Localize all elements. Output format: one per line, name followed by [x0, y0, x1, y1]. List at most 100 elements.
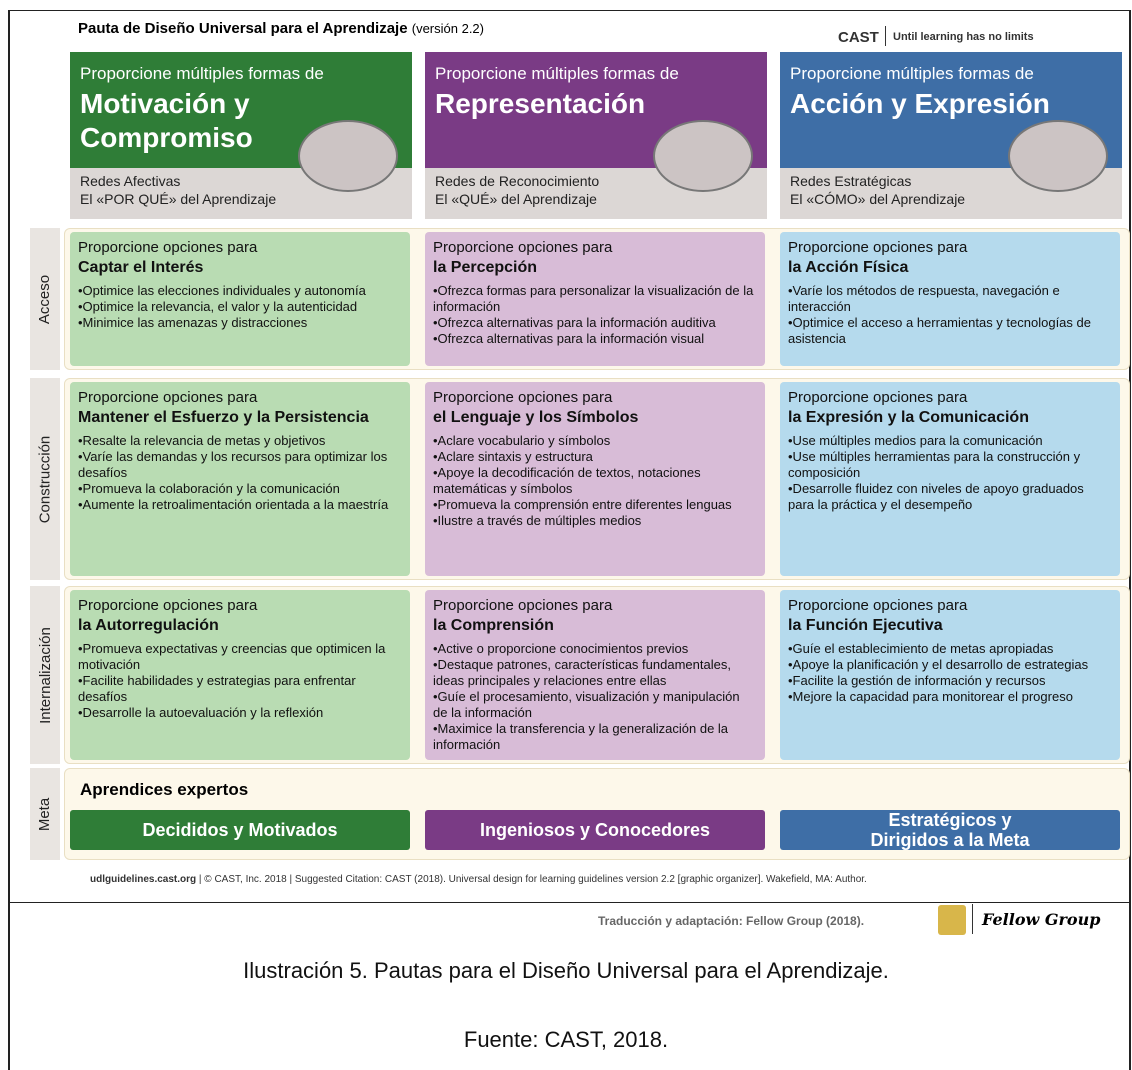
cell-heading: el Lenguaje y los Símbolos: [433, 409, 639, 426]
title-line: Pauta de Diseño Universal para el Aprend…: [78, 20, 484, 37]
guideline-cell: Proporcione opciones para la Comprensión •…: [425, 590, 765, 760]
cell-intro: Proporcione opciones para: [78, 239, 258, 256]
checkpoint: •Desarrolle la autoevaluación y la refle…: [78, 705, 324, 720]
checkpoint: •Facilite la gestión de información y re…: [788, 673, 1046, 688]
version: (versión 2.2): [411, 21, 484, 36]
checkpoint: •Destaque patrones, características fund…: [433, 657, 731, 688]
column-intro: Proporcione múltiples formas de: [790, 64, 1034, 83]
network-name: Redes Estratégicas: [790, 173, 912, 189]
guideline-cell: Proporcione opciones para el Lenguaje y l…: [425, 382, 765, 576]
cell-intro: Proporcione opciones para: [788, 239, 968, 256]
checkpoint: •Facilite habilidades y estrategias para…: [78, 673, 356, 704]
caption-source: Fuente: CAST, 2018.: [463, 1027, 669, 1052]
logo-divider: [972, 904, 973, 934]
checkpoint: •Optimice las elecciones individuales y …: [78, 283, 366, 298]
guideline-cell: Proporcione opciones para la Función Ejec…: [780, 590, 1120, 760]
guideline-cell: Proporcione opciones para Captar el Inter…: [70, 232, 410, 366]
network-name: Redes Afectivas: [80, 173, 181, 189]
checkpoint: •Varíe las demandas y los recursos para …: [78, 449, 388, 480]
cell-intro: Proporcione opciones para: [433, 597, 613, 614]
goal-text: Estratégicos y Dirigidos a la Meta: [870, 810, 1030, 850]
logo-text: Fellow Group: [982, 910, 1101, 929]
guideline-cell: Proporcione opciones para la Autorregulac…: [70, 590, 410, 760]
cell-heading: la Autorregulación: [78, 617, 219, 634]
cell-heading: Mantener el Esfuerzo y la Persistencia: [78, 409, 369, 426]
checkpoint: •Ofrezca alternativas para la informació…: [433, 331, 705, 346]
checkpoint: •Promueva expectativas y creencias que o…: [78, 641, 386, 672]
column-header: Proporcione múltiples formas de Acción y …: [780, 52, 1122, 219]
column-header: Proporcione múltiples formas de Motivació…: [70, 52, 412, 219]
checkpoint: •Active o proporcione conocimientos prev…: [433, 641, 689, 656]
checkpoint: •Ofrezca formas para personalizar la vis…: [433, 283, 754, 314]
guideline-cell: Proporcione opciones para la Expresión y …: [780, 382, 1120, 576]
checkpoint: •Guíe el procesamiento, visualización y …: [433, 689, 740, 720]
checkpoint: •Use múltiples medios para la comunicaci…: [788, 433, 1043, 448]
checkpoint: •Optimice la relevancia, el valor y la a…: [78, 299, 358, 314]
goal: Decididos y Motivados: [70, 810, 410, 850]
checkpoint: •Maximice la transferencia y la generali…: [433, 721, 729, 752]
meta-heading: Aprendices expertos: [80, 780, 249, 799]
row-label: Meta: [30, 768, 60, 860]
cell-heading: Captar el Interés: [78, 259, 204, 276]
network: Redes Afectivas El «POR QUÉ» del Aprendiz…: [80, 172, 276, 208]
guideline-cell: Proporcione opciones para Mantener el Esf…: [70, 382, 410, 576]
goal: Ingeniosos y Conocedores: [425, 810, 765, 850]
network-question: El «POR QUÉ» del Aprendizaje: [80, 191, 277, 207]
column-heading: Motivación y Compromiso: [80, 88, 253, 153]
brand: CAST: [838, 29, 879, 46]
brain: [298, 120, 398, 192]
title: Pauta de Diseño Universal para el Aprend…: [78, 20, 408, 37]
translation: Traducción y adaptación: Fellow Group (2…: [598, 914, 865, 928]
frame: [8, 10, 1131, 1070]
guideline-cell: Proporcione opciones para la Acción Físic…: [780, 232, 1120, 366]
checkpoint: •Ofrezca alternativas para la informació…: [433, 315, 716, 330]
column-heading: Acción y Expresión: [790, 88, 1050, 119]
column-header: Proporcione múltiples formas de Represent…: [425, 52, 767, 219]
cell-intro: Proporcione opciones para: [788, 597, 968, 614]
guideline-cell: Proporcione opciones para la Percepción •O…: [425, 232, 765, 366]
cell-heading: la Comprensión: [433, 617, 554, 634]
cell-heading: la Percepción: [433, 259, 538, 276]
separator: [8, 902, 1131, 903]
checkpoint: •Aclare vocabulario y símbolos: [433, 433, 611, 448]
cell-intro: Proporcione opciones para: [433, 239, 613, 256]
network: Redes de Reconocimiento El «QUÉ» del Apre…: [435, 172, 599, 208]
row-label-text: Internalización: [36, 626, 54, 724]
checkpoint: •Ilustre a través de múltiples medios: [433, 513, 642, 528]
checkpoint: •Aclare sintaxis y estructura: [433, 449, 593, 464]
checkpoint: •Mejore la capacidad para monitorear el …: [788, 689, 1073, 704]
row-label: Construcción: [30, 378, 60, 580]
checkpoint: •Apoye la planificación y el desarrollo …: [788, 657, 1089, 672]
checkpoint: •Guíe el establecimiento de metas apropi…: [788, 641, 1054, 656]
cell-intro: Proporcione opciones para: [788, 389, 968, 406]
cell-heading: la Función Ejecutiva: [788, 617, 943, 634]
column-intro: Proporcione múltiples formas de: [80, 64, 324, 83]
checkpoint: •Resalte la relevancia de metas y objeti…: [78, 433, 326, 448]
column-intro: Proporcione múltiples formas de: [435, 64, 679, 83]
cell-intro: Proporcione opciones para: [78, 597, 258, 614]
checkpoint: •Promueva la colaboración y la comunicac…: [78, 481, 340, 496]
column-heading: Representación: [435, 88, 646, 119]
citation: | © CAST, Inc. 2018 | Suggested Citation…: [198, 874, 867, 885]
checkpoint: •Aumente la retroalimentación orientada …: [78, 497, 389, 512]
checkpoint: •Optimice el acceso a herramientas y tec…: [788, 315, 1091, 346]
goal-text: Decididos y Motivados: [142, 820, 338, 840]
network-question: El «QUÉ» del Aprendizaje: [435, 191, 597, 207]
brand-divider: [885, 26, 886, 46]
row-label-text: Meta: [36, 797, 54, 831]
brain: [1008, 120, 1108, 192]
cell-heading: la Expresión y la Comunicación: [788, 409, 1029, 426]
footer-url: udlguidelines.cast.org: [90, 874, 197, 885]
checkpoint: •Promueva la comprensión entre diferente…: [433, 497, 732, 512]
row-label-text: Construcción: [36, 435, 54, 523]
network-question: El «CÓMO» del Aprendizaje: [790, 191, 966, 207]
checkpoint: •Use múltiples herramientas para la cons…: [788, 449, 1081, 480]
checkpoint: •Desarrolle fluidez con niveles de apoyo…: [788, 481, 1084, 512]
goal-text: Ingeniosos y Conocedores: [479, 820, 711, 840]
tagline: Until learning has no limits: [893, 31, 1034, 43]
row-label: Internalización: [30, 586, 60, 764]
footer-line: udlguidelines.cast.org | © CAST, Inc. 20…: [90, 874, 867, 885]
cell-intro: Proporcione opciones para: [433, 389, 613, 406]
